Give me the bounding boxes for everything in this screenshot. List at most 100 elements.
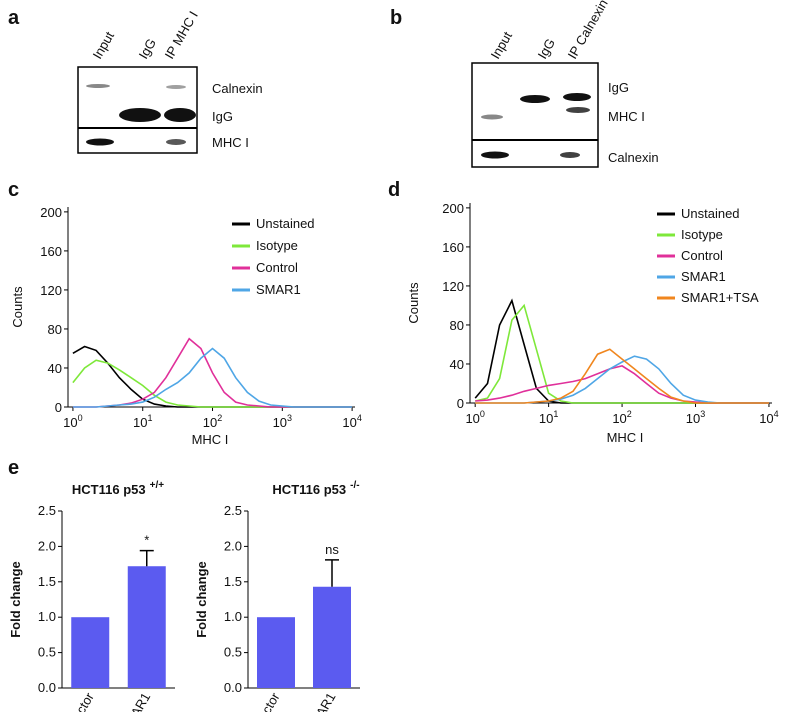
y-tick-label: 0 <box>55 400 62 415</box>
title-superscript: -/- <box>350 480 359 491</box>
y-axis-label: Counts <box>10 286 25 328</box>
tick-base: 10 <box>133 415 147 430</box>
y-tick-label: 2.0 <box>38 538 56 553</box>
y-axis-label: Fold change <box>8 561 23 638</box>
tick-exponent: 1 <box>147 413 152 423</box>
x-tick-label: 104 <box>759 409 778 426</box>
tick-base: 10 <box>612 411 626 426</box>
lane-label: IgG <box>136 36 159 62</box>
x-tick-label: 102 <box>612 409 631 426</box>
y-tick-label: 2.0 <box>224 538 242 553</box>
lane-label: Input <box>90 29 118 62</box>
tick-base: 10 <box>203 415 217 430</box>
band-label: IgG <box>608 80 629 95</box>
tick-base: 10 <box>686 411 700 426</box>
tick-exponent: 4 <box>774 409 779 419</box>
chart-title: HCT116 p53 +/+ <box>72 480 164 497</box>
y-tick-label: 40 <box>48 361 62 376</box>
title-superscript: +/+ <box>150 480 165 491</box>
panel-label: a <box>8 7 20 29</box>
tick-base: 10 <box>465 411 479 426</box>
y-tick-label: 160 <box>40 244 62 259</box>
x-tick-label: 103 <box>273 413 292 430</box>
x-tick-label: 100 <box>465 409 484 426</box>
error-bar <box>139 549 154 567</box>
x-tick-label: Vector <box>65 689 97 712</box>
y-tick-label: 120 <box>40 283 62 298</box>
tick-base: 10 <box>273 415 287 430</box>
histogram-line <box>72 347 353 408</box>
tick-exponent: 0 <box>78 413 83 423</box>
x-axis-label: MHC I <box>607 430 644 445</box>
x-tick-label: 101 <box>539 409 558 426</box>
lane-label: Input <box>488 29 516 62</box>
title-main: HCT116 p53 <box>72 482 146 497</box>
y-tick-label: 0.5 <box>38 645 56 660</box>
legend-label: SMAR1 <box>681 269 726 284</box>
y-tick-label: 80 <box>48 322 62 337</box>
y-tick-label: 2.5 <box>38 503 56 518</box>
lane-label: IP MHC I <box>162 9 201 62</box>
y-tick-label: 0.5 <box>224 645 242 660</box>
x-axis-label: MHC I <box>192 432 229 447</box>
y-tick-label: 2.5 <box>224 503 242 518</box>
x-tick-label: 103 <box>686 409 705 426</box>
tick-exponent: 3 <box>287 413 292 423</box>
band-label: MHC I <box>608 109 645 124</box>
legend-label: Control <box>256 260 298 275</box>
lane-label: IgG <box>535 36 558 62</box>
annotation: ns <box>325 542 339 557</box>
x-tick-label: 101 <box>133 413 152 430</box>
panel-label: c <box>8 179 19 201</box>
tick-base: 10 <box>759 411 773 426</box>
panel-label: d <box>388 179 400 201</box>
y-tick-label: 1.0 <box>224 609 242 624</box>
panel-label: e <box>8 457 19 479</box>
y-tick-label: 120 <box>442 279 464 294</box>
x-tick-label: 102 <box>203 413 222 430</box>
tick-base: 10 <box>63 415 77 430</box>
blot <box>471 62 599 168</box>
tick-exponent: 2 <box>627 409 632 419</box>
y-tick-label: 0.0 <box>38 680 56 695</box>
histogram-line <box>475 355 769 404</box>
band-label: MHC I <box>212 135 249 150</box>
x-tick-label: 100 <box>63 413 82 430</box>
band-label: Calnexin <box>212 81 263 96</box>
tick-exponent: 2 <box>217 413 222 423</box>
y-tick-label: 0 <box>457 396 464 411</box>
legend-label: Unstained <box>256 216 315 231</box>
annotation: * <box>144 533 149 548</box>
panel-label: b <box>390 7 402 29</box>
x-tick-label: 104 <box>342 413 361 430</box>
histogram-line <box>475 365 769 404</box>
x-tick-label: Vector <box>251 689 283 712</box>
error-bar <box>325 559 339 587</box>
bar <box>71 617 110 688</box>
tick-exponent: 3 <box>700 409 705 419</box>
tick-base: 10 <box>342 415 356 430</box>
y-tick-label: 1.5 <box>224 574 242 589</box>
histogram-line <box>475 303 769 404</box>
y-axis-label: Counts <box>406 282 421 324</box>
legend-label: Isotype <box>681 227 723 242</box>
legend-label: SMAR1+TSA <box>681 290 759 305</box>
histogram-line <box>475 348 769 404</box>
bar <box>127 566 166 688</box>
legend-label: Isotype <box>256 238 298 253</box>
lane-label: IP Calnexin <box>565 0 611 62</box>
histogram-line <box>72 359 353 408</box>
y-tick-label: 160 <box>442 240 464 255</box>
title-main: HCT116 p53 <box>272 482 346 497</box>
histogram-line <box>72 345 353 408</box>
histogram-line <box>474 298 769 404</box>
y-tick-label: 200 <box>40 205 62 220</box>
band-label: Calnexin <box>608 150 659 165</box>
y-tick-label: 0.0 <box>224 680 242 695</box>
x-tick-label: SMAR1 <box>303 690 338 712</box>
y-tick-label: 200 <box>442 201 464 216</box>
bar <box>313 586 351 688</box>
bar <box>257 617 295 688</box>
blot <box>77 66 198 154</box>
